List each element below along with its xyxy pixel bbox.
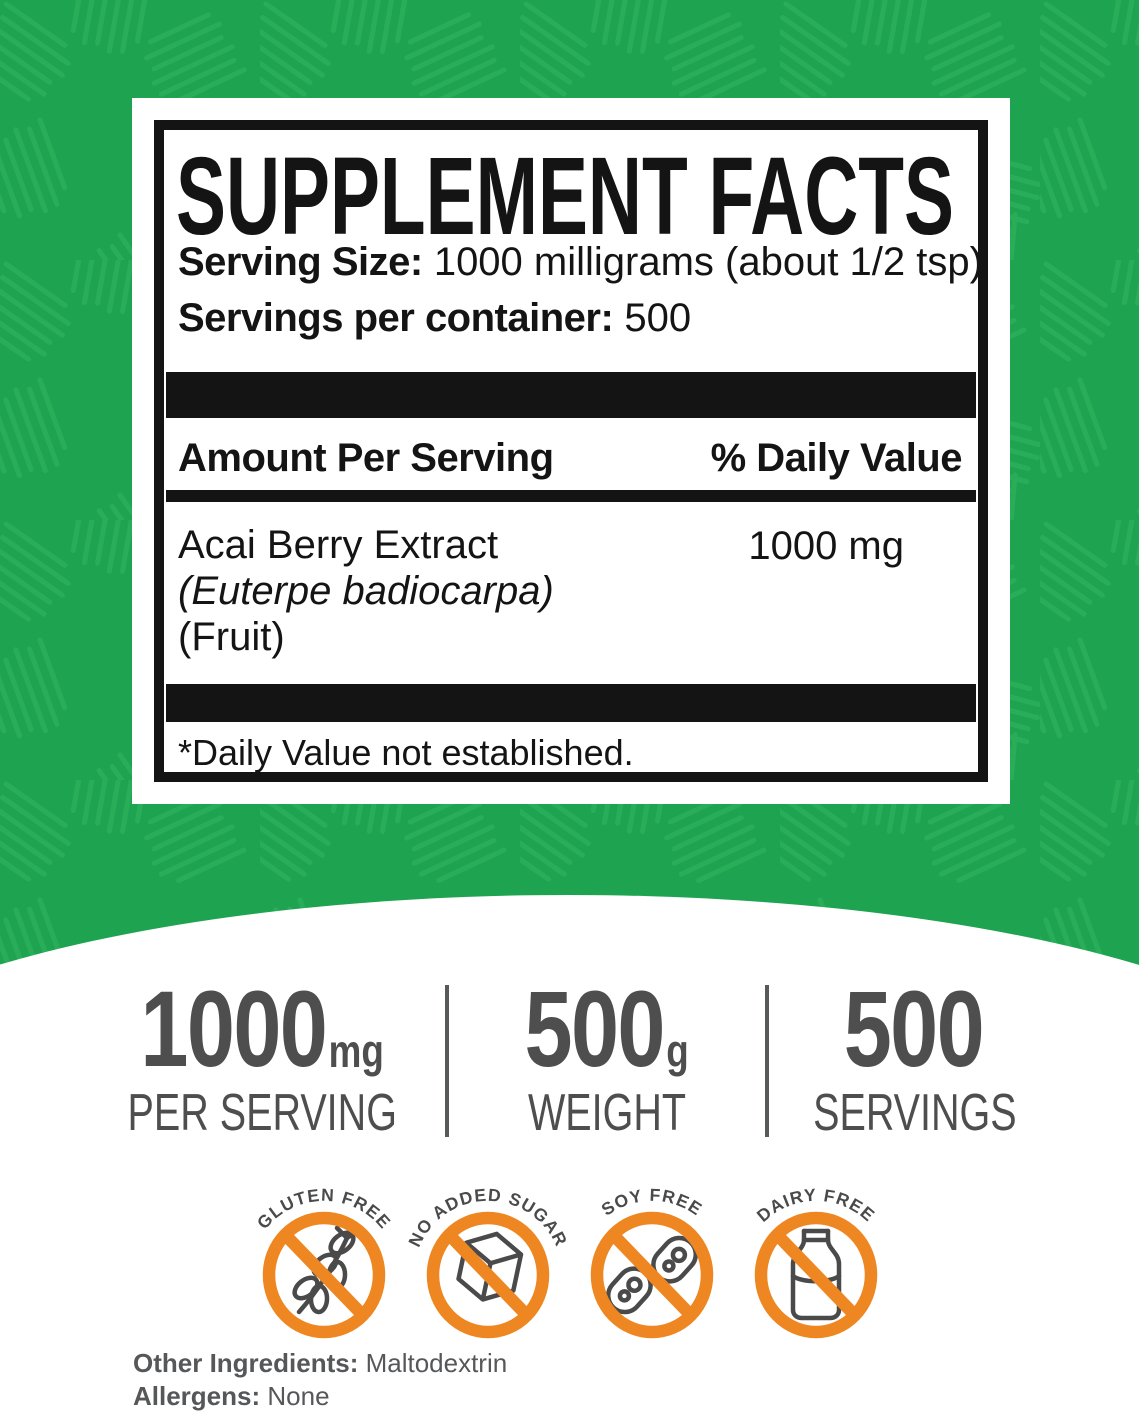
gluten-free-badge: GLUTEN FREE — [243, 1172, 405, 1350]
stat-weight-value: 500 — [524, 967, 666, 1089]
sugar-cube-icon: NO ADDED SUGAR — [407, 1185, 569, 1339]
servings-value: 500 — [613, 296, 692, 340]
stat-per-serving-value: 1000 — [140, 967, 328, 1089]
header-underline — [166, 490, 976, 502]
stats-row: 1000 mg PER SERVING 500 g WEIGHT 500 SER… — [80, 967, 1060, 1142]
stat-weight-label: WEIGHT — [527, 1084, 687, 1142]
svg-text:GLUTEN FREE: GLUTEN FREE — [252, 1185, 394, 1233]
stat-weight-number: 500 g — [524, 967, 690, 1089]
amount-per-serving-header: Amount Per Serving — [178, 436, 554, 480]
other-ingredients-value: Maltodextrin — [358, 1348, 508, 1378]
ingredient-name: Acai Berry Extract — [178, 523, 499, 567]
facts-border-box: SUPPLEMENT FACTS Serving Size: 1000 mill… — [154, 120, 988, 782]
servings-per-container-line: Servings per container: 500 — [178, 296, 691, 340]
ingredient-latin-name: (Euterpe badiocarpa) — [178, 569, 554, 613]
milk-bottle-icon: DAIRY FREE — [752, 1185, 878, 1339]
serving-size-line: Serving Size: 1000 milligrams (about 1/2… — [178, 240, 983, 284]
divider-bar-bottom — [166, 684, 976, 722]
stat-servings-number: 500 — [843, 967, 986, 1089]
wheat-icon: GLUTEN FREE — [252, 1185, 394, 1339]
stat-servings: 500 SERVINGS — [765, 967, 1060, 1142]
other-ingredients-label: Other Ingredients: — [133, 1348, 359, 1378]
allergens-label: Allergens: — [133, 1381, 261, 1411]
footer-ingredients-block: Other Ingredients: Maltodextrin Allergen… — [133, 1347, 507, 1413]
facts-header-row: Amount Per Serving % Daily Value — [178, 436, 963, 481]
curved-section-divider — [0, 895, 1139, 1359]
dairy-free-badge: DAIRY FREE — [735, 1172, 897, 1350]
soy-free-badge: SOY FREE — [571, 1172, 733, 1350]
servings-label: Servings per container: — [178, 296, 614, 340]
serving-size-value: 1000 milligrams (about 1/2 tsp) — [422, 240, 983, 284]
no-added-sugar-badge: NO ADDED SUGAR — [407, 1172, 569, 1350]
other-ingredients-line: Other Ingredients: Maltodextrin — [133, 1347, 507, 1380]
stat-per-serving-number: 1000 mg — [140, 967, 385, 1089]
gluten-free-label: GLUTEN FREE — [252, 1185, 393, 1233]
stat-per-serving: 1000 mg PER SERVING — [80, 967, 445, 1142]
ingredient-name-block: Acai Berry Extract (Euterpe badiocarpa) … — [178, 522, 554, 660]
daily-value-header: % Daily Value — [710, 436, 963, 480]
stat-servings-label: SERVINGS — [812, 1084, 1017, 1142]
ingredient-plant-part: (Fruit) — [178, 615, 285, 659]
stat-per-serving-label: PER SERVING — [127, 1084, 398, 1142]
stat-weight: 500 g WEIGHT — [445, 967, 765, 1142]
allergens-line: Allergens: None — [133, 1380, 507, 1413]
free-from-badges-row: GLUTEN FREE NO ADDED SUGAR — [0, 1172, 1139, 1350]
stat-servings-value: 500 — [843, 967, 985, 1089]
soybean-icon: SOY FREE — [590, 1185, 713, 1339]
supplement-facts-panel: SUPPLEMENT FACTS Serving Size: 1000 mill… — [132, 98, 1010, 804]
stat-weight-unit: g — [666, 1025, 690, 1078]
ingredient-amount: 1000 mg — [748, 524, 904, 568]
stat-per-serving-unit: mg — [328, 1025, 385, 1078]
serving-size-label: Serving Size: — [178, 240, 423, 284]
facts-title-svg: SUPPLEMENT FACTS — [176, 146, 954, 242]
facts-title: SUPPLEMENT FACTS — [176, 146, 954, 242]
divider-bar-top — [166, 372, 976, 418]
daily-value-footnote: *Daily Value not established. — [178, 732, 634, 773]
allergens-value: None — [260, 1381, 330, 1411]
